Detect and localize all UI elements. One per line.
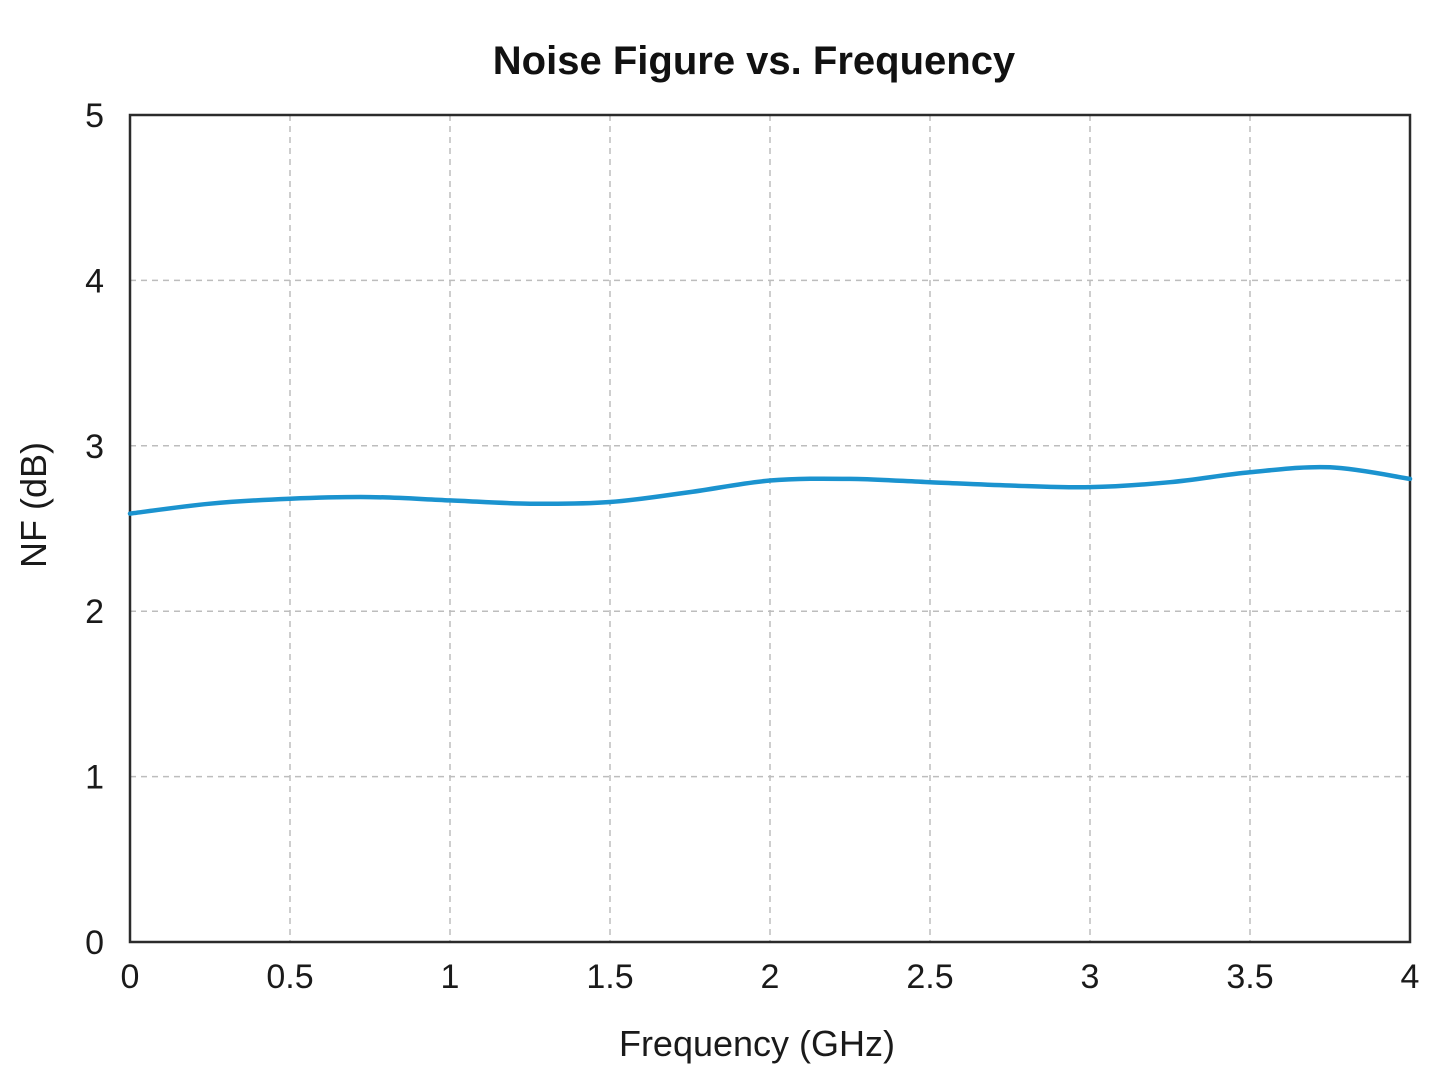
x-tick-label: 4 (1401, 958, 1420, 996)
y-tick-label: 5 (85, 97, 104, 135)
series-line-nf (127, 464, 1413, 516)
y-axis-label: NF (dB) (13, 442, 54, 568)
x-tick-label: 3.5 (1226, 958, 1273, 996)
x-tick-label: 0.5 (266, 958, 313, 996)
x-tick-label: 3 (1081, 958, 1100, 996)
grid (130, 115, 1410, 942)
plot-area-frame (128, 113, 1412, 944)
y-tick-label: 0 (85, 924, 104, 962)
chart-title: Noise Figure vs. Frequency (493, 39, 1016, 83)
x-axis-tick-labels: 0 0.5 1 1.5 2 2.5 3 3.5 4 (121, 958, 1420, 996)
x-tick-label: 0 (121, 958, 140, 996)
y-tick-label: 4 (85, 262, 104, 300)
y-tick-label: 3 (85, 428, 104, 466)
series-layer (127, 464, 1413, 516)
x-tick-label: 1.5 (586, 958, 633, 996)
y-tick-label: 2 (85, 593, 104, 631)
x-tick-label: 2 (761, 958, 780, 996)
y-tick-label: 1 (85, 759, 104, 797)
x-tick-label: 1 (441, 958, 460, 996)
x-tick-label: 2.5 (906, 958, 953, 996)
y-axis-tick-labels: 0 1 2 3 4 5 (85, 97, 104, 962)
x-axis-label: Frequency (GHz) (619, 1023, 895, 1064)
